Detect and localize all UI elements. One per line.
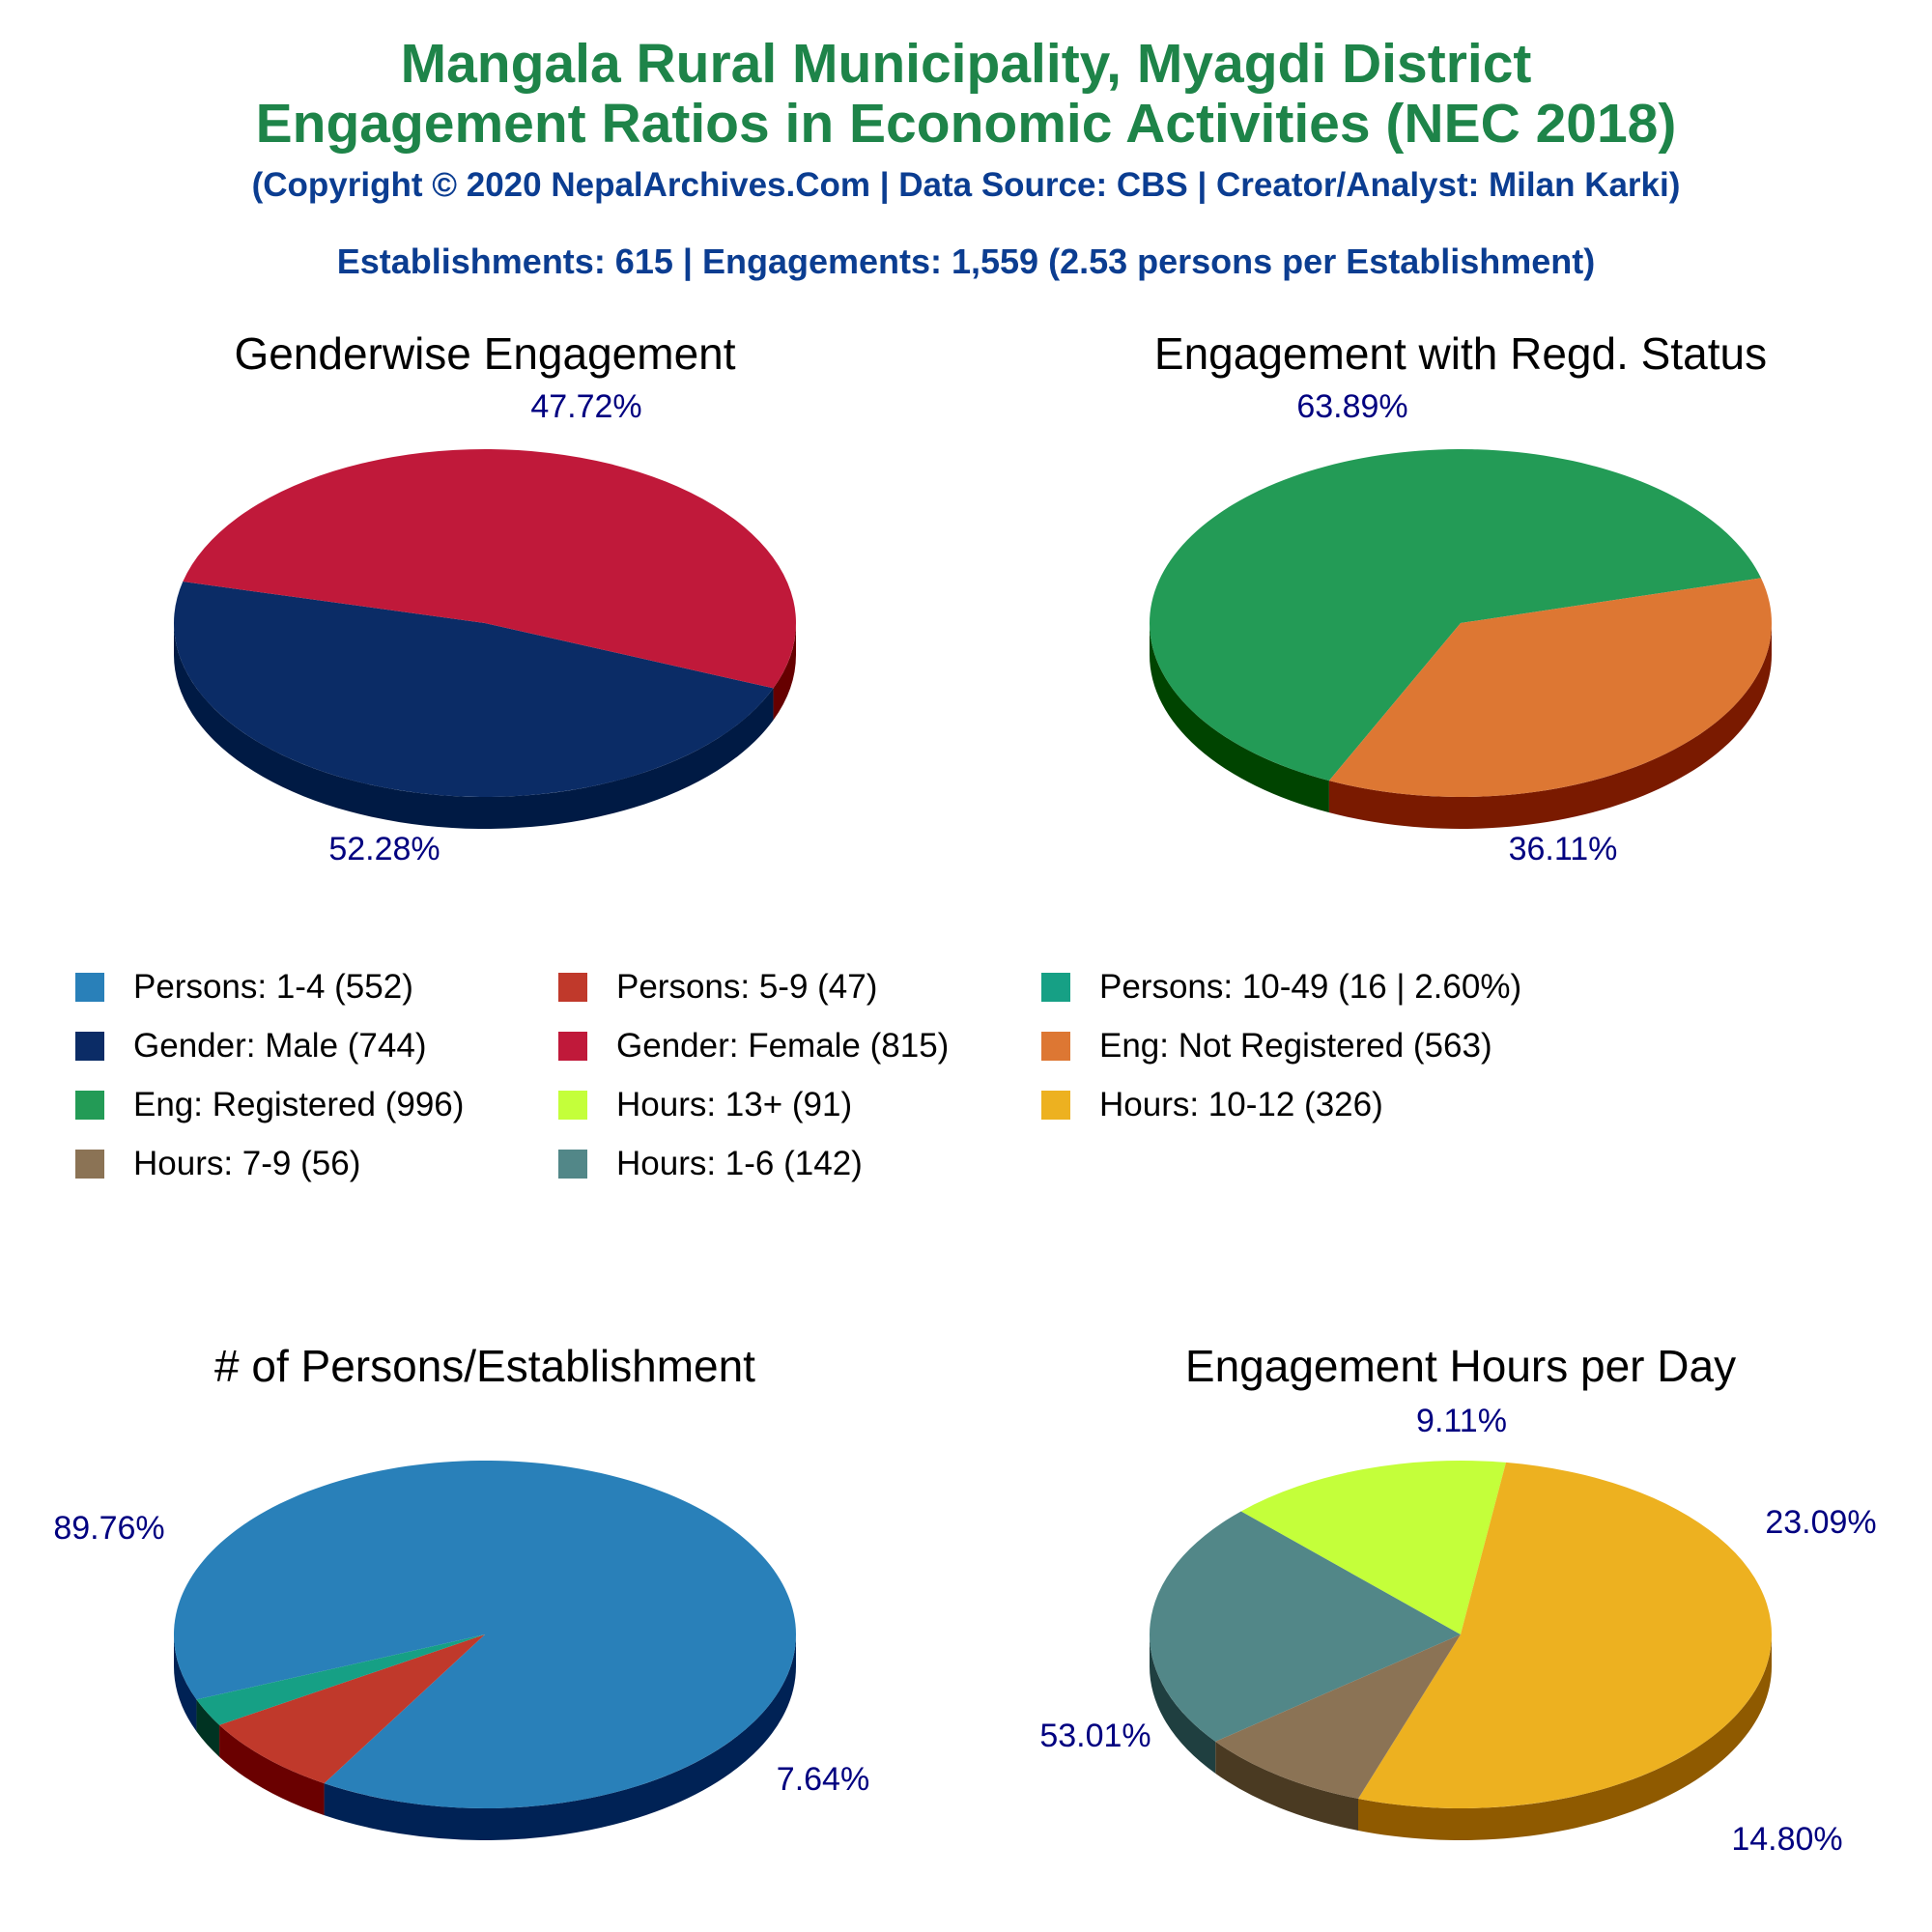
pie-slice-side (1150, 1634, 1216, 1774)
pie-slice (183, 449, 796, 689)
pie-percent-label: 23.09% (1765, 1504, 1876, 1541)
chart-title-line-1: Mangala Rural Municipality, Myagdi Distr… (400, 33, 1532, 95)
pie-chart: Engagement Hours per Day 23.09% 14.80% 53.0… (1039, 1341, 1876, 1858)
pie-chart: Genderwise Engagement 47.72% 52.28% (174, 328, 797, 867)
pie-slice (1149, 449, 1762, 781)
legend-swatch (1041, 1091, 1070, 1120)
legend-label: Eng: Not Registered (563) (1099, 1027, 1492, 1065)
pie-slice (1215, 1634, 1461, 1799)
pie-percent-label: 7.64% (777, 1761, 869, 1798)
pie-slice-side (196, 1699, 220, 1757)
legend-item: Hours: 1-6 (142) (558, 1143, 863, 1185)
legend-item: Gender: Female (815) (558, 1025, 949, 1067)
legend-item: Eng: Not Registered (563) (1041, 1025, 1492, 1067)
pie-percent-label: 47.72% (530, 388, 641, 425)
pie-chart-title: Engagement Hours per Day (1185, 1341, 1736, 1391)
legend-label: Hours: 1-6 (142) (616, 1145, 863, 1182)
pie-percent-label: 52.28% (328, 831, 440, 867)
legend-label: Gender: Female (815) (616, 1027, 950, 1065)
pie-slice (1358, 1462, 1772, 1808)
pie-slice (174, 582, 774, 797)
legend-swatch (558, 973, 587, 1002)
pie-slice-side (219, 1724, 325, 1816)
legend-label: Persons: 5-9 (47) (616, 968, 878, 1006)
legend-swatch (75, 1091, 104, 1120)
pie-slice-side (1215, 1741, 1359, 1831)
pie-slice (219, 1634, 486, 1784)
legend-swatch (75, 1150, 104, 1179)
summary-line: Establishments: 615 | Engagements: 1,559… (336, 242, 1596, 281)
pie-slice-side (773, 623, 797, 721)
pie-slice (1240, 1461, 1506, 1634)
pie-slice (173, 1461, 796, 1808)
legend-swatch (1041, 1032, 1070, 1061)
pie-chart-title: Engagement with Regd. Status (1154, 328, 1767, 379)
legend-label: Eng: Registered (996) (133, 1086, 465, 1123)
pie-percent-label: 53.01% (1039, 1718, 1151, 1754)
legend-item: Persons: 5-9 (47) (558, 966, 877, 1009)
pie-slice-side (1358, 1634, 1772, 1840)
pie-percent-label: 9.11% (1416, 1403, 1507, 1439)
legend-label: Persons: 10-49 (16 | 2.60%) (1099, 968, 1522, 1006)
copyright-line: (Copyright © 2020 NepalArchives.Com | Da… (251, 166, 1681, 204)
legend-item: Hours: 10-12 (326) (1041, 1084, 1383, 1126)
legend-item: Persons: 1-4 (552) (75, 966, 413, 1009)
pie-percent-label: 14.80% (1731, 1821, 1842, 1858)
pie-slice-side (324, 1634, 796, 1840)
legend-label: Hours: 13+ (91) (616, 1086, 853, 1123)
pie-slice-side (174, 623, 774, 829)
legend-swatch (75, 1032, 104, 1061)
legend-item: Persons: 10-49 (16 | 2.60%) (1041, 966, 1521, 1009)
legend-swatch (558, 1091, 587, 1120)
chart-title-line-2: Engagement Ratios in Economic Activities… (255, 93, 1677, 155)
legend-item: Gender: Male (744) (75, 1025, 426, 1067)
legend-swatch (75, 973, 104, 1002)
pie-slice (1328, 578, 1772, 797)
pie-percent-label: 36.11% (1509, 831, 1618, 867)
pie-slice-side (1328, 623, 1772, 830)
legend-label: Hours: 10-12 (326) (1099, 1086, 1383, 1123)
legend-swatch (558, 1150, 587, 1179)
pie-slice-side (174, 1634, 197, 1732)
legend-label: Persons: 1-4 (552) (133, 968, 413, 1006)
pie-slice-side (1150, 623, 1329, 813)
legend-item: Hours: 7-9 (56) (75, 1143, 360, 1185)
pie-percent-label: 63.89% (1296, 388, 1407, 425)
pie-chart-title: # of Persons/Establishment (214, 1341, 755, 1391)
pie-chart: # of Persons/Establishment 89.76% 7.64% (53, 1341, 869, 1840)
legend-item: Hours: 13+ (91) (558, 1084, 852, 1126)
legend-label: Gender: Male (744) (133, 1027, 427, 1065)
legend-item: Eng: Registered (996) (75, 1084, 464, 1126)
pie-slice (1150, 1511, 1461, 1742)
pie-chart-title: Genderwise Engagement (234, 328, 735, 379)
pie-slice (196, 1634, 486, 1725)
pie-chart: Engagement with Regd. Status 63.89% 36.11% (1149, 328, 1772, 867)
legend-label: Hours: 7-9 (56) (133, 1145, 361, 1182)
legend-swatch (558, 1032, 587, 1061)
pie-percent-label: 89.76% (53, 1510, 164, 1547)
legend-swatch (1041, 973, 1070, 1002)
